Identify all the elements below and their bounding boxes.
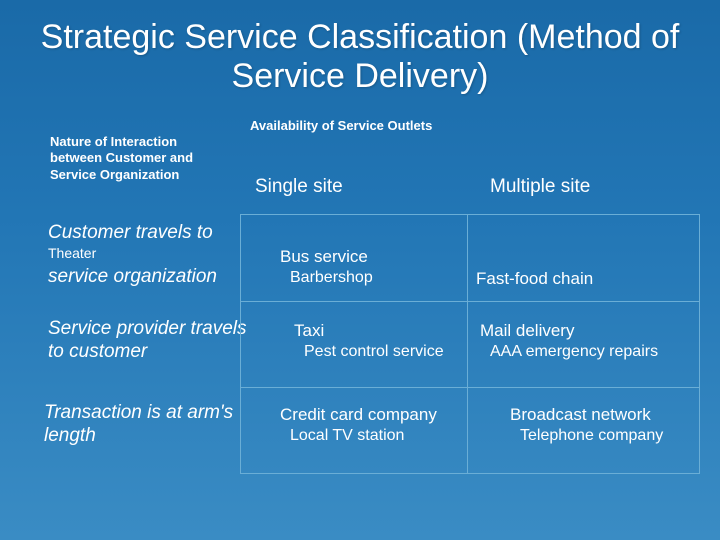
- cell-r3-multiple: Broadcast network Telephone company: [510, 404, 663, 447]
- cell-line: Fast-food chain: [476, 269, 593, 288]
- cell-line: Barbershop: [290, 268, 373, 289]
- row1-label-line3: service organization: [48, 266, 248, 289]
- cell-r3-single: Credit card company Local TV station: [280, 404, 437, 447]
- cell-line: Credit card company: [280, 405, 437, 424]
- cell-line: AAA emergency repairs: [490, 342, 658, 363]
- column-header-multiple: Multiple site: [490, 176, 590, 198]
- cell-r2-multiple: Mail delivery AAA emergency repairs: [480, 320, 658, 363]
- row2-label: Service provider travels to customer: [48, 318, 248, 364]
- nature-header: Nature of Interaction between Customer a…: [50, 134, 220, 183]
- cell-line: Taxi: [294, 321, 324, 340]
- table-hline: [241, 387, 699, 388]
- cell-line: Pest control service: [304, 342, 444, 363]
- slide: Strategic Service Classification (Method…: [0, 0, 720, 540]
- row3-label: Transaction is at arm's length: [44, 402, 244, 448]
- row1-label-line1: Customer travels to: [48, 222, 248, 245]
- slide-title: Strategic Service Classification (Method…: [30, 18, 690, 96]
- cell-r1-single: Bus service Barbershop: [280, 246, 373, 289]
- cell-line: Telephone company: [520, 426, 663, 447]
- row1-label-line2: Theater: [48, 245, 248, 262]
- table-vline: [467, 215, 468, 473]
- cell-line: Broadcast network: [510, 405, 651, 424]
- cell-line: Bus service: [280, 247, 368, 266]
- availability-header: Availability of Service Outlets: [250, 118, 432, 133]
- column-header-single: Single site: [255, 176, 343, 198]
- cell-r1-multiple: Fast-food chain: [476, 268, 593, 290]
- cell-line: Mail delivery: [480, 321, 574, 340]
- cell-r2-single: Taxi Pest control service: [294, 320, 444, 363]
- cell-line: Local TV station: [290, 426, 437, 447]
- table-hline: [241, 301, 699, 302]
